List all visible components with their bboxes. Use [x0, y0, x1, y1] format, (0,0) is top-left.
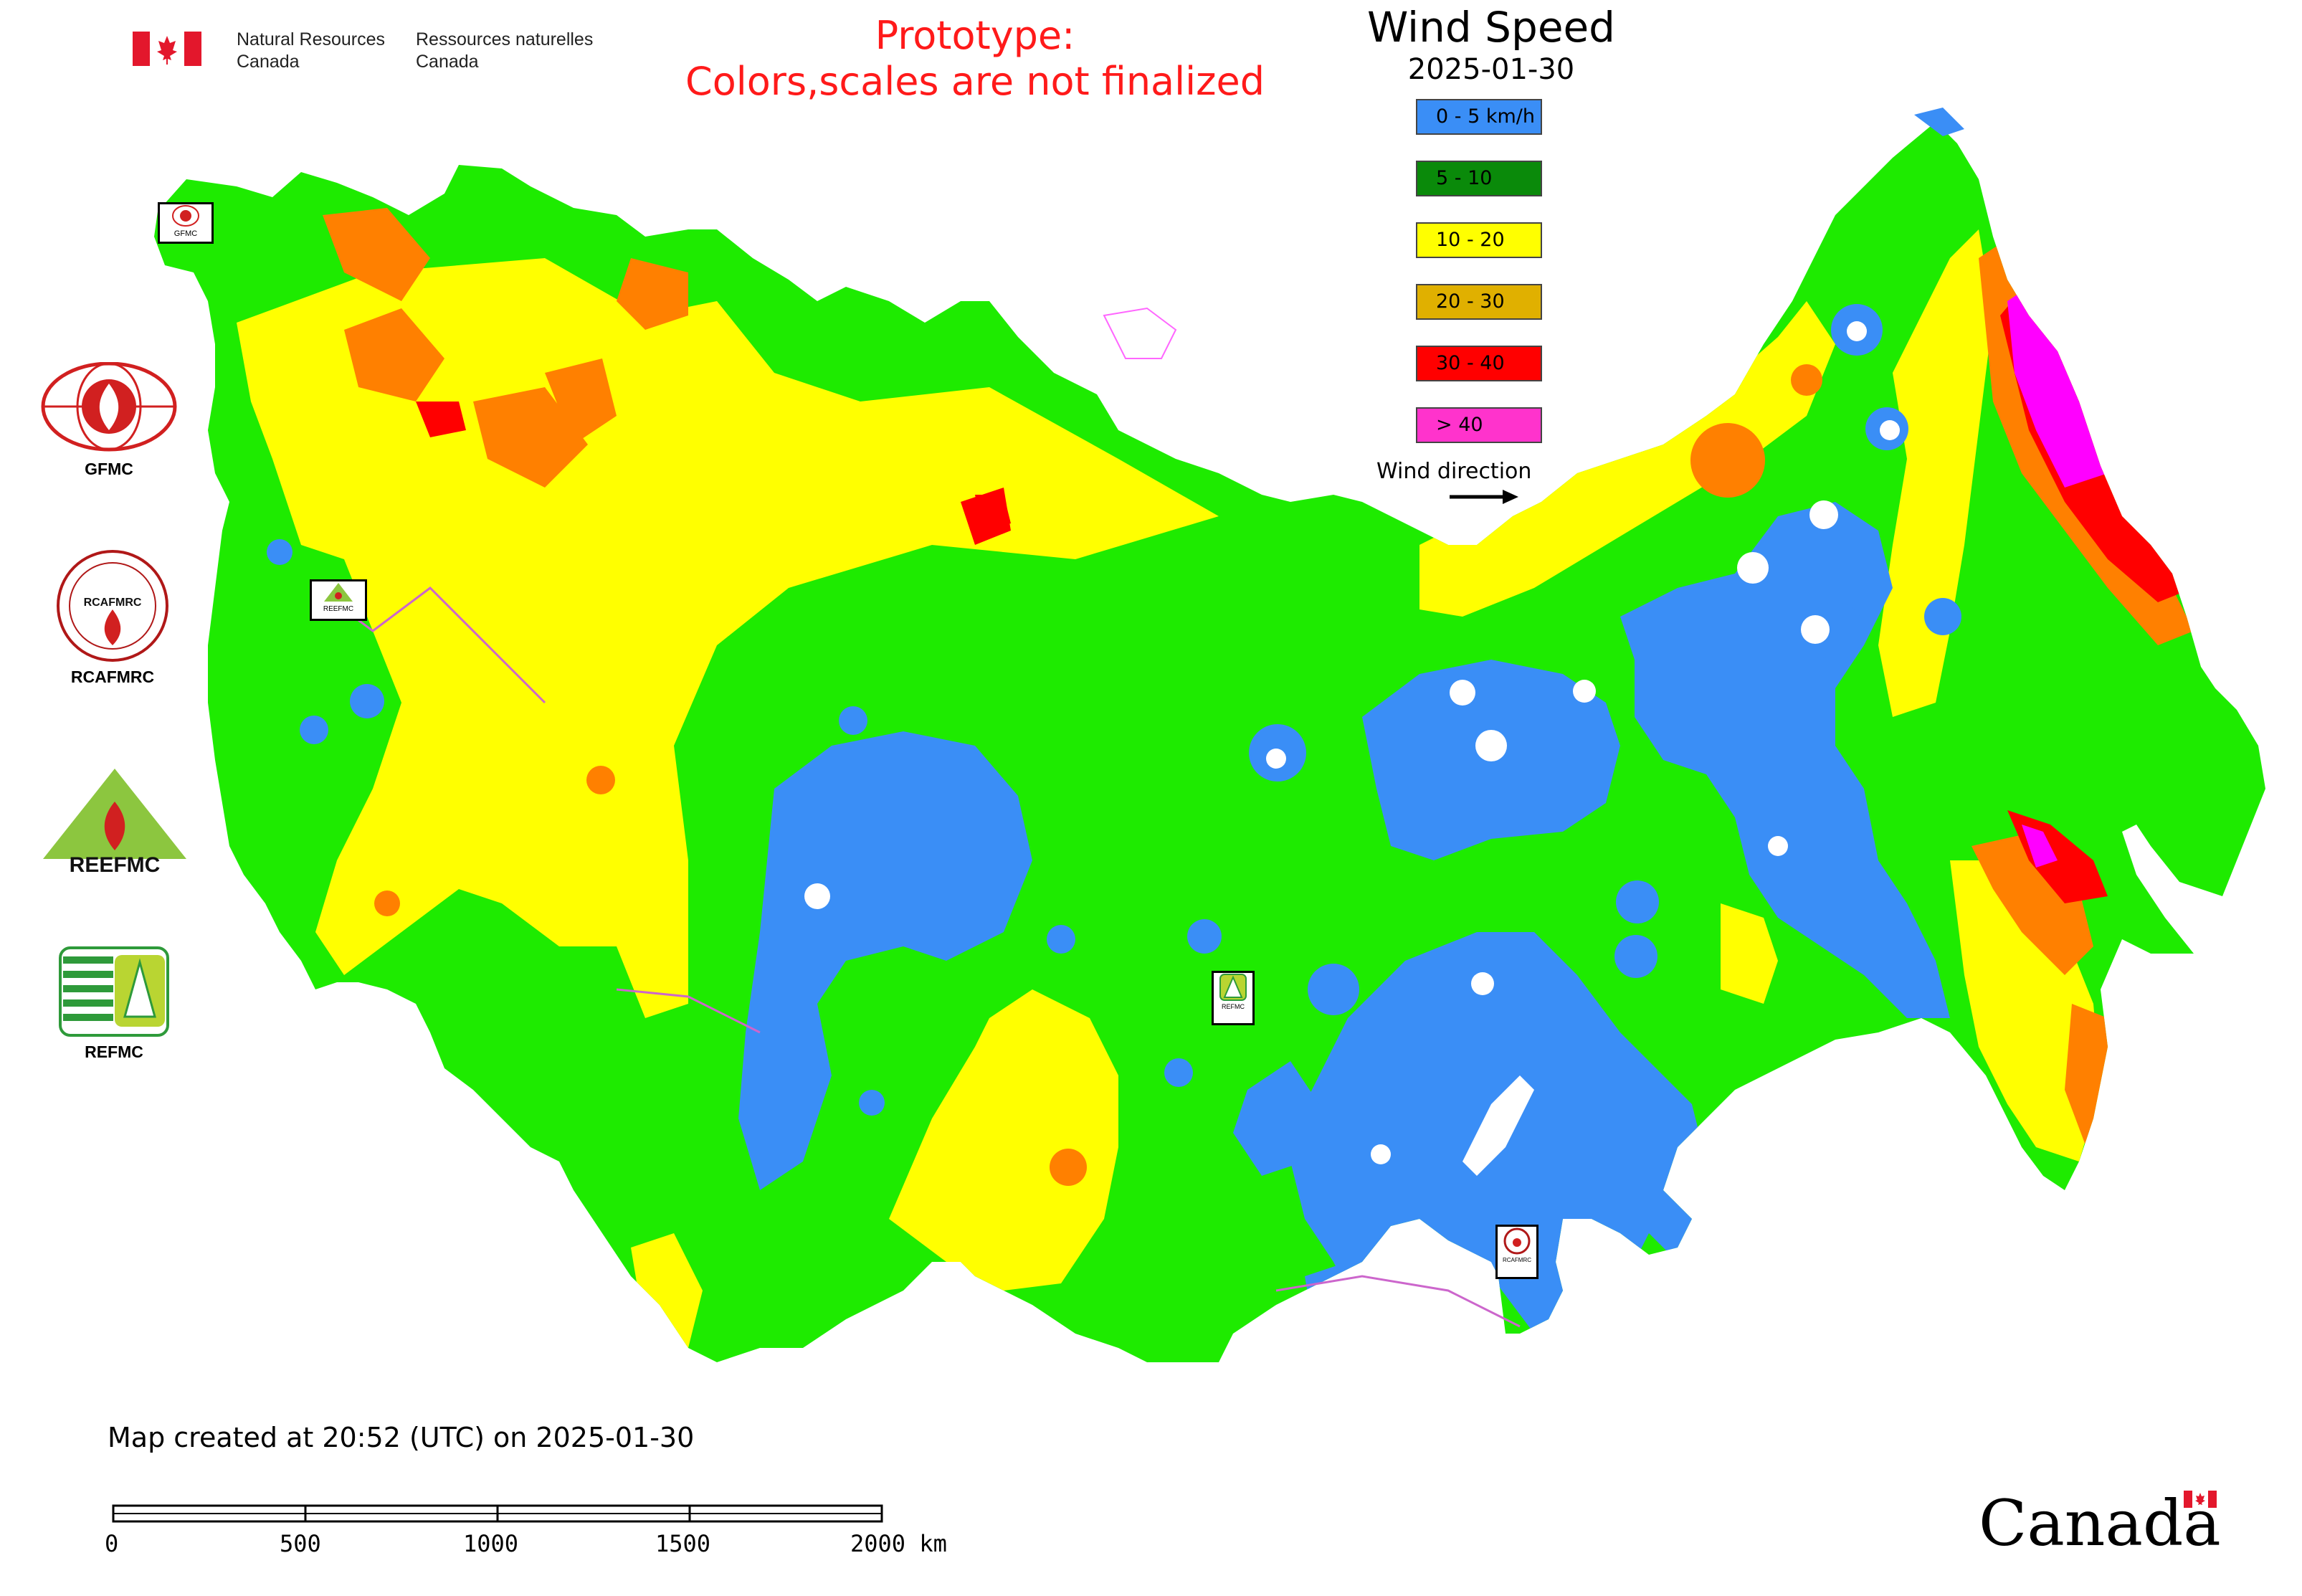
gfmc-label: GFMC [85, 460, 133, 478]
legend-item-0-5: 0 - 5 km/h [1416, 99, 1542, 135]
nrcan-logo: Natural Resources Canada Ressources natu… [133, 27, 620, 77]
gfmc-logo: GFMC [37, 361, 181, 479]
canada-wordmark-text: Canada [1979, 1486, 2221, 1560]
legend-item-20-30: 20 - 30 [1416, 284, 1542, 320]
refmc-marker-icon [1219, 974, 1247, 1001]
scale-label-0: 0 [105, 1530, 119, 1557]
org-fr-line1: Ressources naturelles [416, 29, 594, 49]
scale-label-1500: 1500 [655, 1530, 711, 1557]
scale-label-500: 500 [280, 1530, 321, 1557]
map-created-timestamp: Map created at 20:52 (UTC) on 2025-01-30 [108, 1422, 695, 1453]
reefmc-inner-text: REEFMC [70, 853, 161, 873]
legend-item-30-40: 30 - 40 [1416, 346, 1542, 381]
prototype-notice: Prototype: Colors,scales are not finaliz… [617, 13, 1333, 105]
rcafmrc-inner-text: RCAFMRC [84, 597, 142, 609]
rcafmrc-logo: RCAFMRC RCAFMRC [52, 548, 173, 687]
refmc-marker-label: REFMC [1222, 1003, 1245, 1010]
wind-direction-arrow-icon [1450, 490, 1518, 504]
refmc-map-marker[interactable]: REFMC [1212, 971, 1255, 1025]
canada-wordmark: Canada [1979, 1488, 2222, 1559]
org-en-line1: Natural Resources [237, 29, 386, 49]
legend-item-5-10: 5 - 10 [1416, 161, 1542, 196]
gfmc-logo-icon [41, 361, 177, 452]
notice-line2: Colors,scales are not finalized [685, 59, 1265, 104]
scale-bar: 0 500 1000 1500 2000 km [105, 1500, 968, 1557]
rcafmrc-logo-icon: RCAFMRC [57, 550, 168, 662]
refmc-logo: REFMC [53, 945, 175, 1062]
reefmc-logo: REEFMC [36, 766, 194, 878]
org-en-line2: Canada [237, 52, 300, 72]
reefmc-marker-label: REEFMC [323, 605, 354, 613]
legend-item-over-40: > 40 [1416, 407, 1542, 443]
reefmc-marker-icon [324, 583, 353, 602]
canada-flag-icon [133, 32, 201, 66]
notice-line1: Prototype: [875, 13, 1075, 58]
scale-bar-graphic [112, 1504, 883, 1523]
org-fr-line2: Canada [416, 52, 479, 72]
rcafmrc-marker-icon [1503, 1227, 1531, 1255]
gfmc-marker-icon [172, 205, 199, 227]
scale-label-1000: 1000 [463, 1530, 519, 1557]
scale-label-2000: 2000 km [850, 1530, 947, 1557]
legend-date: 2025-01-30 [1407, 53, 1575, 86]
legend-title: Wind Speed [1366, 3, 1616, 52]
refmc-logo-icon [59, 946, 169, 1037]
rcafmrc-map-marker[interactable]: RCAFMRC [1495, 1225, 1538, 1279]
gfmc-map-marker[interactable]: GFMC [158, 202, 214, 244]
refmc-label: REFMC [85, 1042, 143, 1061]
rcafmrc-label: RCAFMRC [70, 668, 155, 686]
rcafmrc-marker-label: RCAFMRC [1503, 1257, 1531, 1263]
gfmc-marker-label: GFMC [173, 229, 198, 238]
legend-item-10-20: 10 - 20 [1416, 222, 1542, 258]
wind-direction-label: Wind direction [1376, 459, 1532, 484]
reefmc-map-marker[interactable]: REEFMC [310, 579, 367, 621]
wordmark-flag-icon [2184, 1491, 2217, 1508]
reefmc-logo-icon: REEFMC [43, 769, 186, 877]
